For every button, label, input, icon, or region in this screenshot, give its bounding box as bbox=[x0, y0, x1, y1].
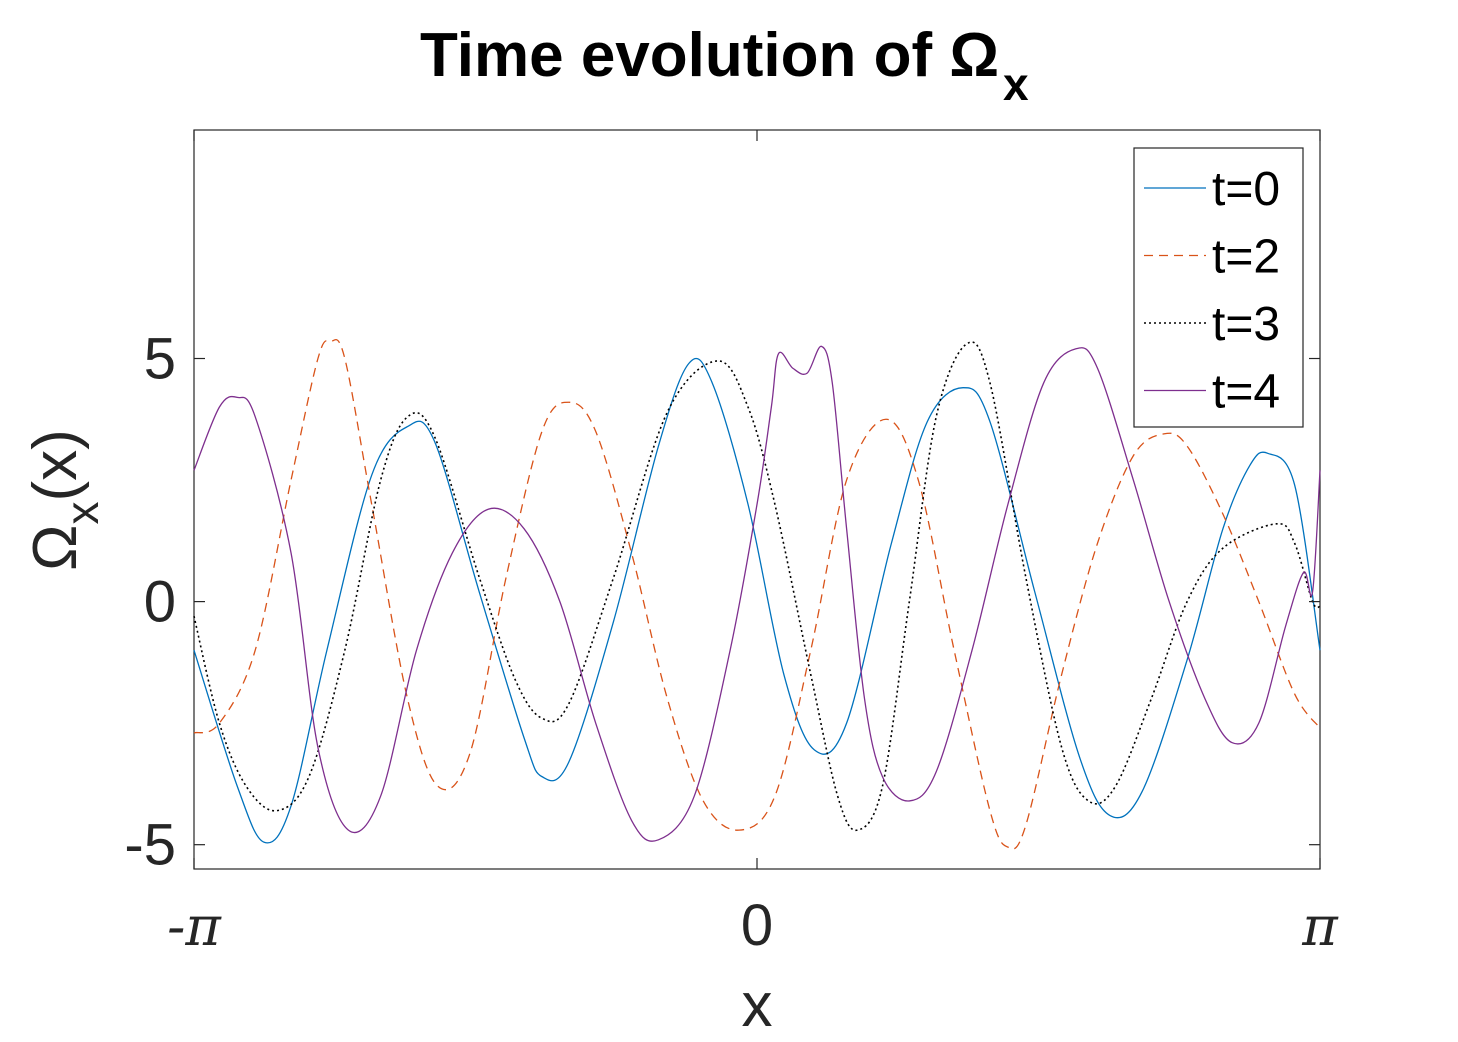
legend-label: t=2 bbox=[1212, 231, 1280, 284]
x-tick-label: -π bbox=[167, 895, 222, 958]
x-tick-labels: -π 0 π bbox=[167, 893, 1339, 958]
series-line-2 bbox=[193, 339, 1321, 850]
x-tick-label: 0 bbox=[741, 893, 773, 958]
chart-title-main: Time evolution of Ω bbox=[420, 21, 999, 90]
y-axis-label-suffix: (x) bbox=[21, 429, 90, 501]
chart-title-subscript: x bbox=[1003, 58, 1029, 110]
legend-label: t=0 bbox=[1212, 163, 1280, 216]
tick-marks bbox=[193, 130, 1321, 869]
legend-entry: t=0 bbox=[1144, 163, 1280, 216]
legend-label: t=3 bbox=[1212, 298, 1280, 351]
y-axis-label: Ωx(x) bbox=[21, 429, 108, 571]
chart-title: Time evolution of Ωx bbox=[420, 21, 1029, 110]
y-tick-labels: 5 0 -5 bbox=[124, 327, 176, 878]
legend-entry: t=3 bbox=[1144, 298, 1280, 351]
x-tick-label: π bbox=[1301, 895, 1339, 958]
series-line-4 bbox=[193, 345, 1321, 842]
legend-entries: t=0 t=2 t=3 t=4 bbox=[1144, 163, 1280, 419]
y-axis-label-subscript: x bbox=[56, 501, 108, 524]
series-line-1 bbox=[193, 358, 1321, 844]
plot-area bbox=[193, 129, 1321, 870]
legend-box bbox=[1133, 147, 1304, 428]
x-axis-label: x bbox=[742, 971, 773, 1040]
y-tick-label: 0 bbox=[144, 570, 176, 635]
legend-entry: t=4 bbox=[1144, 366, 1280, 419]
series-layer bbox=[193, 339, 1321, 850]
legend: t=0 t=2 t=3 t=4 bbox=[1133, 147, 1304, 428]
y-tick-label: -5 bbox=[124, 813, 176, 878]
y-tick-label: 5 bbox=[144, 327, 176, 392]
legend-label: t=4 bbox=[1212, 366, 1280, 419]
legend-entry: t=2 bbox=[1144, 231, 1280, 284]
plot-frame bbox=[193, 129, 1321, 870]
y-axis-label-main: Ω bbox=[21, 524, 90, 570]
